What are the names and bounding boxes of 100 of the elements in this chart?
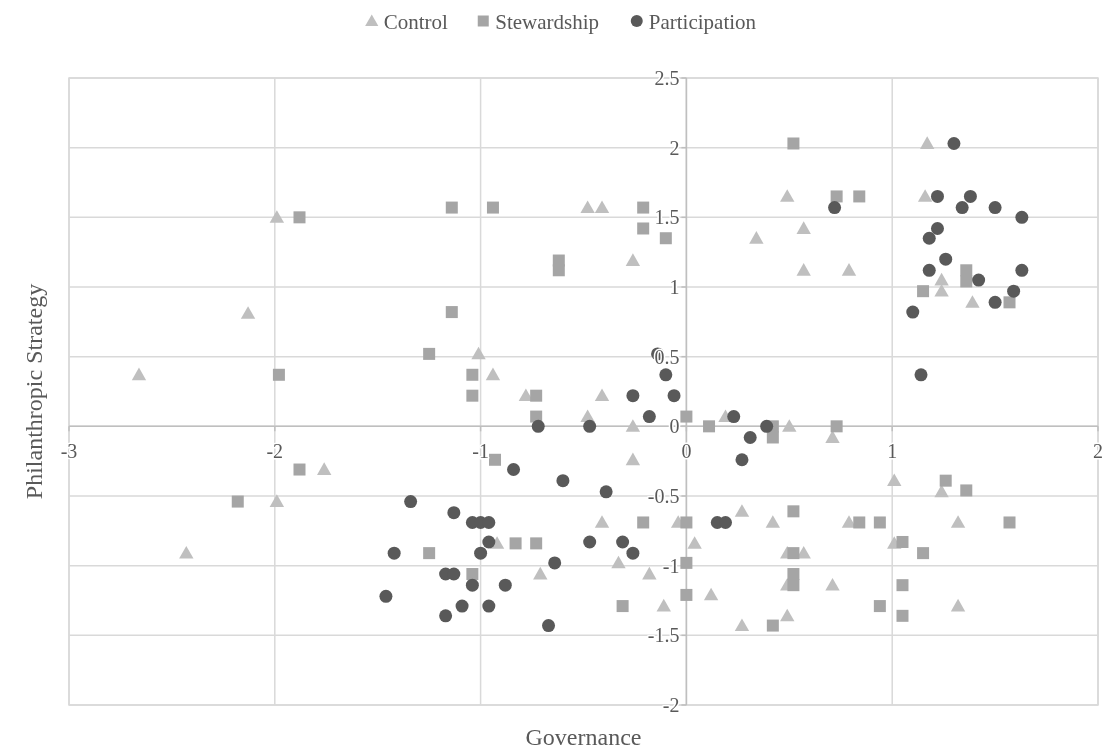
point <box>896 535 909 548</box>
point <box>626 389 640 403</box>
point <box>765 515 781 528</box>
point <box>465 578 479 592</box>
point <box>583 419 597 433</box>
point <box>269 494 285 507</box>
point <box>963 189 977 203</box>
y-tick-label: -1 <box>662 554 680 577</box>
point <box>293 211 306 224</box>
point <box>482 515 496 529</box>
point <box>471 346 486 360</box>
point <box>766 431 779 444</box>
y-tick-label: 1.5 <box>654 206 680 229</box>
point <box>482 599 496 613</box>
point <box>1003 516 1016 529</box>
y-tick-label: 0 <box>669 415 680 438</box>
point <box>988 295 1002 309</box>
point <box>796 221 811 234</box>
point <box>853 190 866 203</box>
point <box>917 189 933 202</box>
point <box>616 600 629 613</box>
point <box>787 505 800 518</box>
y-tick-label: -1.5 <box>647 624 680 647</box>
point <box>906 305 920 319</box>
point <box>734 618 750 631</box>
point <box>447 506 461 520</box>
legend-label: Participation <box>648 10 757 34</box>
point <box>447 567 461 581</box>
point <box>474 546 488 560</box>
x-tick-label: -1 <box>472 440 489 463</box>
x-tick-label: -3 <box>60 440 78 463</box>
point <box>680 556 693 569</box>
point <box>796 263 811 276</box>
point <box>896 579 909 592</box>
point <box>626 546 640 560</box>
point <box>960 264 973 277</box>
point <box>659 232 672 245</box>
point <box>955 201 969 215</box>
point <box>988 201 1002 215</box>
point <box>825 577 840 591</box>
point <box>530 537 543 550</box>
point <box>930 189 944 203</box>
point <box>780 189 795 202</box>
point <box>599 485 613 499</box>
point <box>659 368 673 382</box>
point <box>231 495 244 508</box>
point <box>625 253 641 266</box>
point <box>825 430 840 443</box>
point <box>853 516 866 529</box>
point <box>486 201 499 214</box>
point <box>1003 296 1016 309</box>
point <box>533 566 548 580</box>
legend-label: Control <box>383 10 449 34</box>
point <box>841 263 857 276</box>
point <box>583 535 597 549</box>
y-tick-label: 1 <box>669 276 680 298</box>
x-tick-label: 2 <box>1093 440 1103 463</box>
point <box>498 578 512 592</box>
point <box>919 136 935 149</box>
point <box>455 599 469 613</box>
point <box>611 555 626 569</box>
y-tick-label: -0.5 <box>647 485 680 507</box>
point <box>637 516 650 529</box>
point <box>637 201 650 214</box>
point <box>922 231 936 245</box>
point <box>939 252 953 266</box>
point <box>830 420 843 433</box>
point <box>642 410 656 424</box>
point <box>293 463 306 476</box>
point <box>930 221 944 235</box>
point <box>404 495 418 509</box>
point <box>482 535 496 549</box>
point <box>896 609 909 622</box>
point <box>269 210 285 223</box>
point <box>887 473 902 487</box>
point <box>760 419 774 433</box>
point <box>509 537 522 550</box>
point <box>131 367 147 381</box>
point <box>766 619 779 632</box>
point <box>873 600 886 613</box>
point <box>680 410 693 423</box>
y-tick-label: 2 <box>669 136 680 159</box>
point <box>423 347 436 360</box>
point <box>656 598 671 612</box>
point <box>950 598 966 612</box>
point <box>873 516 886 529</box>
point <box>179 545 194 559</box>
point <box>439 609 453 623</box>
y-axis-title: Philanthropic Strategy <box>21 283 47 500</box>
point <box>387 546 401 560</box>
point <box>530 389 543 402</box>
point <box>423 547 436 560</box>
point <box>1007 284 1021 298</box>
y-tick-label: -2 <box>662 694 680 716</box>
point <box>703 587 719 601</box>
point <box>960 275 973 288</box>
point <box>485 367 501 381</box>
point <box>542 619 556 633</box>
point <box>917 547 930 560</box>
point <box>950 515 966 528</box>
